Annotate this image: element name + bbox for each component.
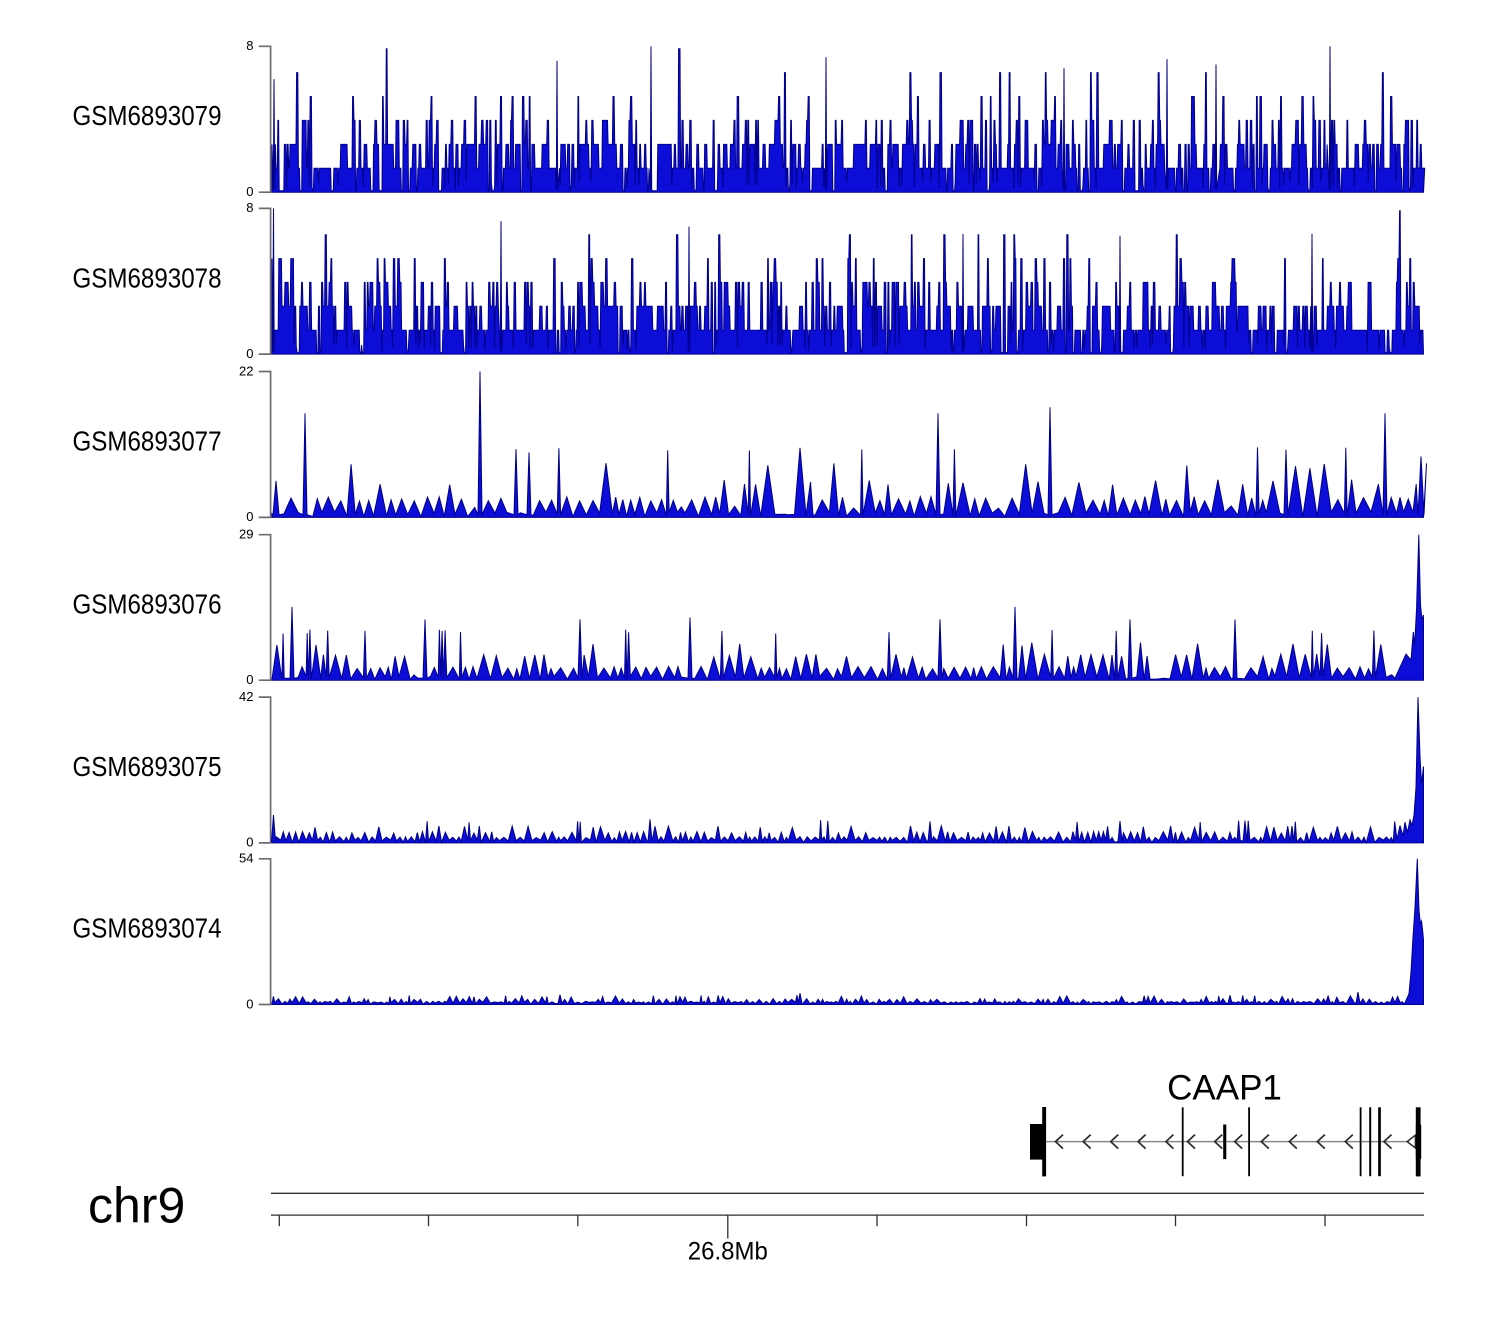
svg-text:GSM6893077: GSM6893077 [73,425,222,456]
svg-text:8: 8 [246,200,253,215]
svg-text:0: 0 [246,672,253,687]
svg-text:chr9: chr9 [88,1178,185,1234]
svg-text:GSM6893078: GSM6893078 [73,262,222,293]
svg-text:22: 22 [239,363,253,378]
svg-text:GSM6893076: GSM6893076 [73,589,222,620]
svg-text:0: 0 [246,509,253,524]
svg-text:0: 0 [246,184,253,199]
svg-text:CAAP1: CAAP1 [1167,1069,1282,1108]
svg-text:GSM6893074: GSM6893074 [73,913,222,944]
svg-text:42: 42 [239,689,253,704]
svg-text:0: 0 [246,996,253,1011]
svg-text:0: 0 [246,835,253,850]
svg-text:GSM6893079: GSM6893079 [73,100,222,131]
svg-text:GSM6893075: GSM6893075 [73,751,222,782]
svg-text:26.8Mb: 26.8Mb [688,1238,768,1266]
svg-text:0: 0 [246,346,253,361]
svg-text:29: 29 [239,527,253,542]
svg-text:8: 8 [246,38,253,53]
svg-text:54: 54 [239,851,253,866]
